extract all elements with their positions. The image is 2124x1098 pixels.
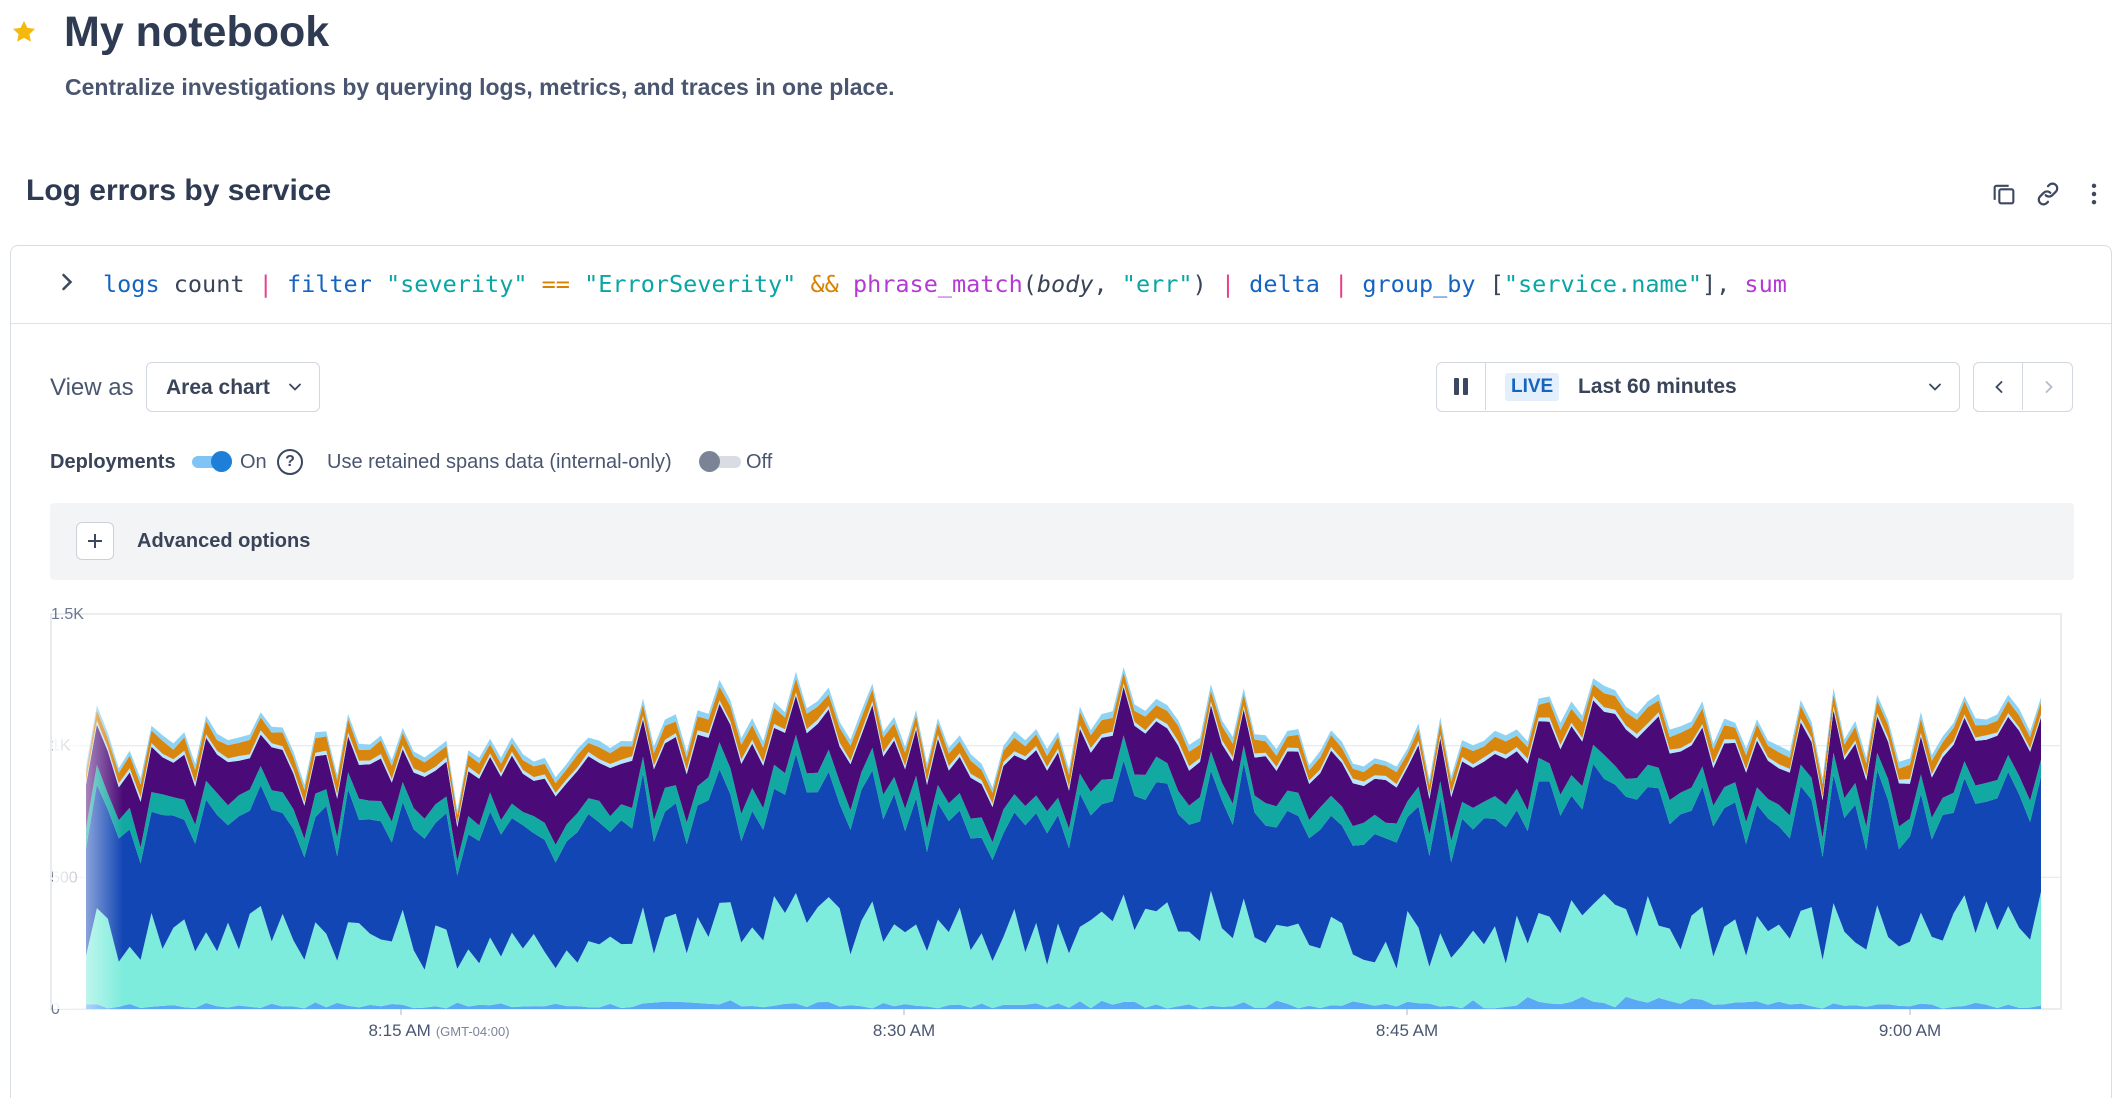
query-token: [ (1489, 270, 1504, 298)
help-icon[interactable]: ? (277, 449, 303, 475)
query-token: "severity" (386, 270, 528, 298)
advanced-options-label: Advanced options (137, 530, 311, 552)
y-tick-label: 1.5K (51, 606, 84, 623)
series-area[interactable] (86, 753, 2041, 970)
deployments-toggle-state: On (240, 451, 267, 473)
query-editor[interactable]: logs count | filter "severity" == "Error… (11, 246, 2111, 324)
chevron-left-icon (1995, 381, 2003, 393)
link-icon[interactable] (2034, 180, 2062, 208)
retained-spans-label: Use retained spans data (internal-only) (327, 451, 672, 473)
query-token: delta (1249, 270, 1320, 298)
query-text[interactable]: logs count | filter "severity" == "Error… (103, 270, 1787, 298)
copy-icon[interactable] (1990, 180, 2018, 208)
x-tick-timezone: (GMT-04:00) (436, 1024, 510, 1039)
retained-spans-toggle[interactable] (699, 451, 741, 472)
series-area[interactable] (86, 686, 2041, 862)
x-tick-label: 8:30 AM (873, 1021, 935, 1040)
more-vertical-icon[interactable] (2080, 180, 2108, 208)
series-area[interactable] (86, 996, 2041, 1009)
chevron-right-icon (2045, 381, 2053, 393)
series-area[interactable] (86, 667, 2041, 816)
query-token: "err" (1121, 270, 1193, 298)
x-tick-label: 9:00 AM (1879, 1021, 1941, 1040)
view-as-value: Area chart (166, 376, 270, 399)
query-token: , (1093, 270, 1108, 298)
time-nav (1973, 362, 2073, 412)
toggle-knob (211, 451, 232, 472)
loading-fade (53, 694, 123, 1009)
query-token: "ErrorSeverity" (584, 270, 797, 298)
query-token: | (1334, 270, 1349, 298)
query-token: body (1036, 270, 1094, 298)
chevron-right-icon[interactable] (53, 268, 81, 296)
notebook-title: My notebook (64, 8, 330, 56)
query-token: ( (1022, 270, 1037, 298)
advanced-options[interactable]: Advanced options (50, 503, 2074, 580)
time-range-value: Last 60 minutes (1578, 375, 1737, 398)
time-range-picker[interactable]: LIVE Last 60 minutes (1436, 362, 1960, 412)
view-as-label: View as (50, 374, 134, 401)
retained-spans-toggle-state: Off (746, 451, 773, 473)
query-token: && (810, 270, 839, 298)
series-area[interactable] (86, 890, 2041, 1009)
query-token: filter (286, 270, 372, 298)
query-token: == (541, 270, 570, 298)
query-token: sum (1744, 270, 1787, 298)
view-as-select[interactable]: Area chart (146, 362, 320, 412)
query-panel: logs count | filter "severity" == "Error… (10, 245, 2112, 1098)
pause-icon (1463, 378, 1468, 395)
query-token: | (258, 270, 273, 298)
deployments-toggle[interactable] (192, 451, 232, 472)
next-range-button[interactable] (2024, 363, 2073, 410)
plus-icon[interactable] (76, 522, 114, 560)
area-chart[interactable]: 1.5K1K50008:15 AM(GMT-04:00)8:30 AM8:45 … (11, 606, 2111, 1096)
chevron-down-icon (289, 383, 301, 391)
query-token: | (1220, 270, 1236, 298)
query-token: logs (103, 270, 160, 298)
toggle-knob (699, 451, 720, 472)
query-token: phrase_match (852, 270, 1023, 298)
pause-button[interactable] (1437, 363, 1486, 410)
series-area[interactable] (86, 672, 2041, 824)
query-token: ) (1192, 270, 1207, 298)
query-token: ], (1701, 270, 1731, 298)
favorite-star-icon[interactable] (10, 18, 38, 46)
query-token: count (173, 270, 245, 298)
notebook-subtitle: Centralize investigations by querying lo… (65, 74, 895, 100)
panel-title: Log errors by service (26, 174, 332, 207)
x-tick-label: 8:45 AM (1376, 1021, 1438, 1040)
previous-range-button[interactable] (1974, 363, 2023, 410)
query-token: group_by (1362, 270, 1476, 298)
live-badge: LIVE (1505, 373, 1560, 401)
y-tick-label: 0 (51, 1001, 60, 1018)
query-token: "service.name" (1503, 270, 1702, 298)
chevron-down-icon[interactable] (1925, 377, 1945, 397)
pause-icon (1454, 378, 1459, 395)
x-tick-label: 8:15 AM (GMT-04:00) (368, 1021, 509, 1040)
deployments-label: Deployments (50, 451, 176, 473)
